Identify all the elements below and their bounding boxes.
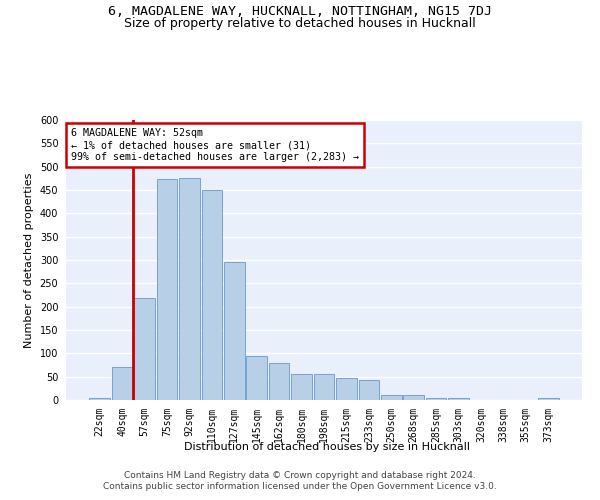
Bar [538,398,559,400]
Text: Contains HM Land Registry data © Crown copyright and database right 2024.: Contains HM Land Registry data © Crown c… [124,471,476,480]
Text: Size of property relative to detached houses in Hucknall: Size of property relative to detached ho… [124,18,476,30]
Bar [202,190,222,400]
Bar [89,398,110,400]
Bar [224,262,245,400]
Text: Contains public sector information licensed under the Open Government Licence v3: Contains public sector information licen… [103,482,497,491]
Bar [336,378,357,400]
Bar [426,398,446,400]
Text: 6, MAGDALENE WAY, HUCKNALL, NOTTINGHAM, NG15 7DJ: 6, MAGDALENE WAY, HUCKNALL, NOTTINGHAM, … [108,5,492,18]
Bar [314,374,334,400]
Bar [291,374,312,400]
Y-axis label: Number of detached properties: Number of detached properties [24,172,34,348]
Bar [247,356,267,400]
Bar [134,298,155,400]
Bar [381,395,401,400]
Bar [112,368,133,400]
Text: Distribution of detached houses by size in Hucknall: Distribution of detached houses by size … [184,442,470,452]
Bar [179,178,200,400]
Bar [269,363,289,400]
Bar [157,180,178,400]
Bar [403,395,424,400]
Text: 6 MAGDALENE WAY: 52sqm
← 1% of detached houses are smaller (31)
99% of semi-deta: 6 MAGDALENE WAY: 52sqm ← 1% of detached … [71,128,359,162]
Bar [359,380,379,400]
Bar [448,398,469,400]
